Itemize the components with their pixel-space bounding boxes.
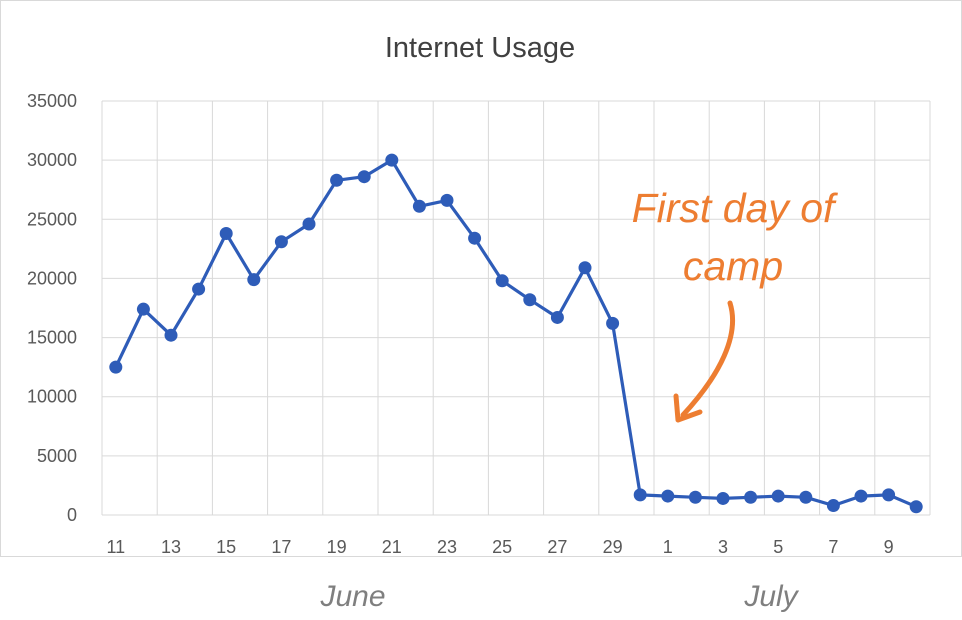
y-tick-label: 5000 (37, 446, 77, 466)
data-point (385, 153, 399, 167)
data-point (882, 488, 896, 502)
data-point (716, 491, 730, 505)
data-point (550, 310, 564, 324)
annotation-arrow-head (673, 393, 703, 423)
first-day-annotation: First day of camp (632, 185, 838, 423)
x-tick-label: 9 (884, 537, 894, 557)
x-tick-label: 23 (437, 537, 457, 557)
data-point (826, 499, 840, 513)
x-tick-label: 29 (603, 537, 623, 557)
x-tick-label: 3 (718, 537, 728, 557)
data-point (440, 193, 454, 207)
y-tick-label: 35000 (27, 91, 77, 111)
y-tick-label: 20000 (27, 268, 77, 288)
y-tick-label: 15000 (27, 328, 77, 348)
x-tick-label: 11 (106, 537, 125, 557)
data-point (219, 226, 233, 240)
data-point (523, 293, 537, 307)
y-axis-ticks: 0 5000 10000 15000 20000 25000 30000 35000 (27, 91, 77, 525)
y-tick-label: 0 (67, 505, 77, 525)
series-usage (109, 153, 923, 514)
month-label-june: June (319, 580, 385, 613)
data-point (633, 488, 647, 502)
y-tick-label: 10000 (27, 387, 77, 407)
annotation-line-2: camp (683, 243, 783, 289)
data-point (357, 170, 371, 184)
data-point (909, 500, 923, 514)
data-point (799, 490, 813, 504)
data-point (606, 316, 620, 330)
data-point (578, 261, 592, 275)
annotation-line-1: First day of (632, 185, 838, 231)
x-tick-label: 13 (161, 537, 181, 557)
annotation-arrow-shaft (680, 300, 736, 418)
chart-title: Internet Usage (385, 32, 575, 64)
x-tick-label: 25 (492, 537, 512, 557)
data-point (109, 360, 123, 374)
data-point (771, 489, 785, 503)
data-point (302, 217, 316, 231)
data-point (247, 273, 261, 287)
x-tick-label: 17 (271, 537, 291, 557)
data-point (744, 490, 758, 504)
data-point (854, 489, 868, 503)
data-point (468, 231, 482, 245)
x-axis-ticks: 11 13 15 17 19 21 23 25 27 29 1 3 5 7 9 (106, 537, 893, 557)
data-point (274, 235, 288, 249)
data-point (164, 328, 178, 342)
x-tick-label: 5 (773, 537, 783, 557)
y-tick-label: 25000 (27, 209, 77, 229)
data-point (661, 489, 675, 503)
y-tick-label: 30000 (27, 150, 77, 170)
data-point (688, 490, 702, 504)
x-tick-label: 7 (828, 537, 838, 557)
x-tick-label: 21 (382, 537, 402, 557)
gridlines (101, 100, 931, 516)
month-label-july: July (743, 580, 799, 613)
x-tick-label: 19 (327, 537, 347, 557)
data-point (192, 282, 206, 296)
data-point (495, 274, 509, 288)
data-point (136, 302, 150, 316)
x-tick-label: 15 (216, 537, 236, 557)
x-tick-label: 27 (547, 537, 567, 557)
data-point (412, 199, 426, 213)
data-point (330, 173, 344, 187)
x-tick-label: 1 (663, 537, 673, 557)
